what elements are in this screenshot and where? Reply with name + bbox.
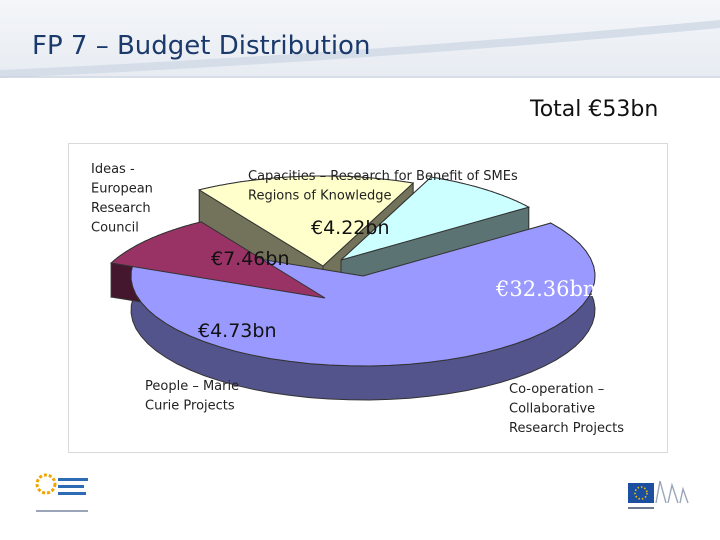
header-swoosh xyxy=(0,20,720,78)
eu-flag xyxy=(628,483,654,503)
ec-caption-line xyxy=(628,507,654,509)
pie-category-label-0: Co-operation – Collaborative Research Proj… xyxy=(509,382,624,436)
enterprise-europe-network-logo xyxy=(35,473,88,512)
pie-category-label-2: Ideas -European Research Council xyxy=(91,162,153,236)
pie-group xyxy=(110,175,596,401)
pie-value-label-0: €32.36bn xyxy=(495,277,596,301)
berlaymont-outline xyxy=(655,480,689,504)
pie-slice-2 xyxy=(198,175,415,267)
eu-flag-stars xyxy=(634,486,648,500)
logo-star-ring xyxy=(35,473,57,495)
slide-header-band: FP 7 – Budget Distribution xyxy=(0,0,720,78)
pie-value-label-3: €4.22bn xyxy=(311,217,390,239)
pie-slice-3 xyxy=(340,176,531,261)
pie-value-label-2: €7.46bn xyxy=(211,248,290,270)
logo-text-line-3 xyxy=(58,492,86,495)
pie-value-label-1: €4.73bn xyxy=(198,320,277,342)
logo-text-line-2 xyxy=(58,485,84,488)
pie-category-label-3: Capacities – Research for Benefit of SME… xyxy=(248,169,518,204)
logo-url-line xyxy=(36,510,88,512)
slide-title: FP 7 – Budget Distribution xyxy=(32,31,371,61)
total-budget-label: Total €53bn xyxy=(530,97,659,122)
header-decoration xyxy=(0,20,720,78)
logo-text-line-1 xyxy=(58,478,88,481)
pie-category-label-1: People – Marie Curie Projects xyxy=(145,379,239,414)
european-commission-logo xyxy=(628,480,689,509)
pie-slice-1 xyxy=(110,221,326,299)
